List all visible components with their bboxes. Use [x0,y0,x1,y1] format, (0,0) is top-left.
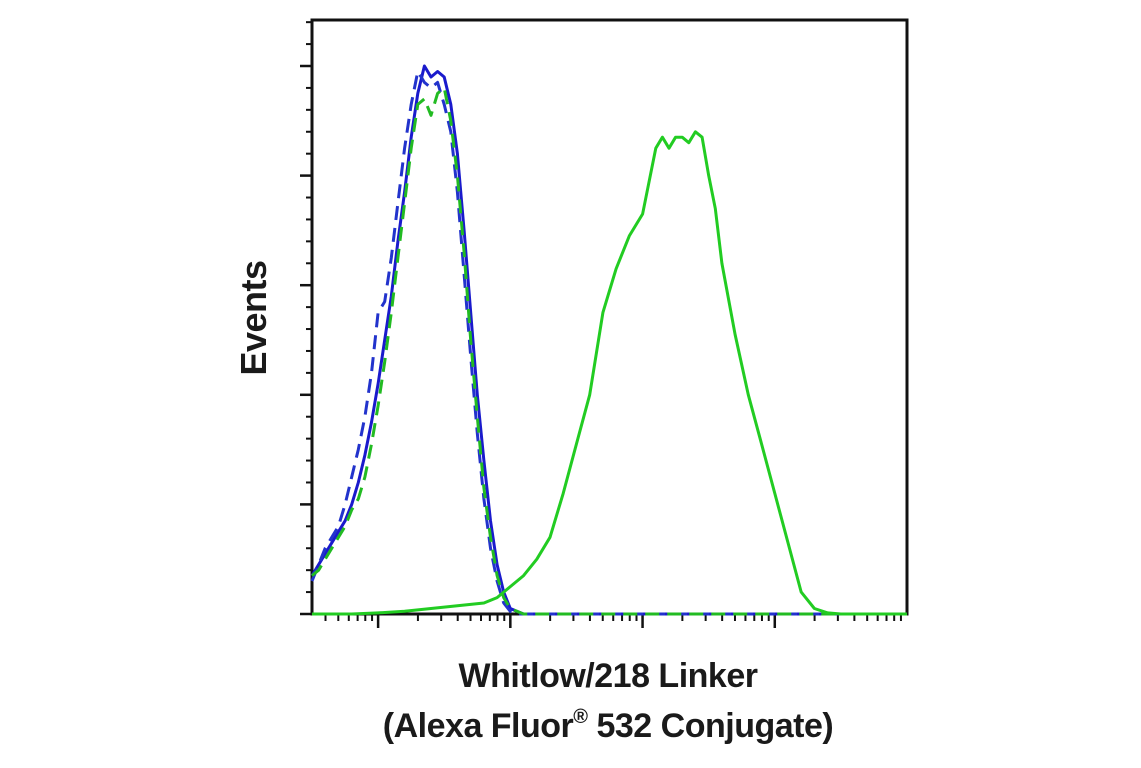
y-axis-label: Events [233,260,274,376]
x-axis-label-line1: Whitlow/218 Linker [458,657,758,695]
series-line-3 [312,130,907,616]
series-layer [310,64,907,616]
x-axis-label-line2: (Alexa Fluor® 532 Conjugate) [382,697,834,747]
series-line-1 [310,70,907,616]
x-axis-label-part: 532 Conjugate) [587,707,834,745]
registered-mark: ® [573,706,588,728]
series-line-0 [310,64,907,616]
series-line-2 [311,86,907,616]
x-axis-label-part: (Alexa Fluor [382,707,574,745]
x-axis-label: Whitlow/218 Linker (Alexa Fluor® 532 Con… [382,656,834,747]
x-axis-ticks [324,614,902,628]
plot-frame [310,18,909,616]
y-axis-ticks [300,21,312,616]
